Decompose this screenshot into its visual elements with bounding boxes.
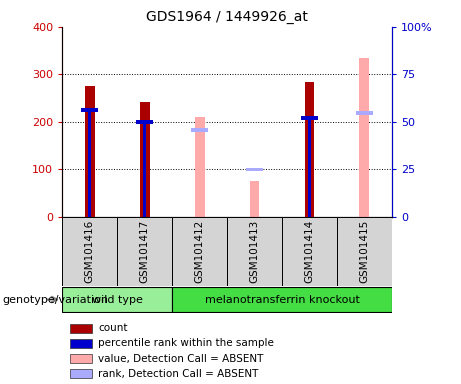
Text: GSM101412: GSM101412 [195,220,205,283]
Bar [249,181,260,217]
Bar [62,217,117,286]
Text: GSM101414: GSM101414 [304,220,314,283]
Text: GSM101417: GSM101417 [140,220,150,283]
Bar [360,58,369,217]
Text: GSM101413: GSM101413 [249,220,260,283]
Bar [70,324,92,333]
Text: GSM101416: GSM101416 [85,220,95,283]
Bar [282,217,337,286]
Bar [85,86,95,217]
Text: rank, Detection Call = ABSENT: rank, Detection Call = ABSENT [98,369,258,379]
Text: GSM101415: GSM101415 [360,220,369,283]
Bar [143,122,146,217]
Bar [305,81,314,217]
Text: value, Detection Call = ABSENT: value, Detection Call = ABSENT [98,354,263,364]
Text: percentile rank within the sample: percentile rank within the sample [98,338,274,348]
Text: melanotransferrin knockout: melanotransferrin knockout [205,295,360,305]
Bar [62,287,172,312]
Bar [172,287,392,312]
Bar [172,217,227,286]
Bar [136,120,153,124]
Bar [140,102,149,217]
Bar [70,354,92,363]
Text: count: count [98,323,127,333]
Title: GDS1964 / 1449926_at: GDS1964 / 1449926_at [146,10,308,25]
Bar [117,217,172,286]
Bar [70,339,92,348]
Bar [88,110,91,217]
Bar [301,116,318,120]
Bar [337,217,392,286]
Bar [191,128,208,132]
Bar [308,118,311,217]
Bar [227,217,282,286]
Bar [70,369,92,378]
Bar [195,117,205,217]
Bar [246,167,263,171]
Text: wild type: wild type [92,295,142,305]
Text: genotype/variation: genotype/variation [2,295,108,305]
Bar [82,108,98,112]
Bar [356,111,372,115]
